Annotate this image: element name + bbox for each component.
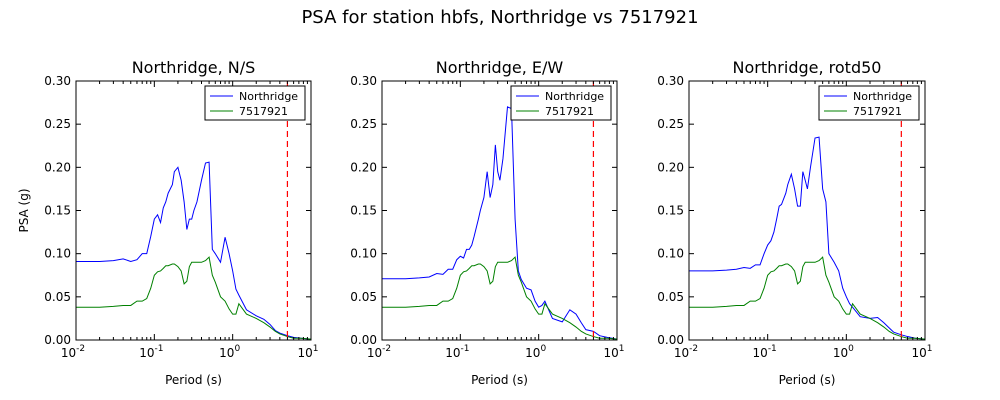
x-tick-base: 10 <box>367 346 382 360</box>
y-tick-label: 0.10 <box>657 247 684 261</box>
legend-box <box>204 85 306 121</box>
series-line-northridge <box>76 161 311 340</box>
x-tick-exponent: -2 <box>689 344 698 354</box>
y-tick-label: 0.00 <box>657 333 684 347</box>
y-tick-label: 0.25 <box>350 117 377 131</box>
x-tick-exponent: 0 <box>234 344 240 354</box>
panel-title: Northridge, rotd50 <box>733 58 882 77</box>
x-tick-base: 10 <box>445 346 460 360</box>
x-tick-base: 10 <box>219 346 234 360</box>
y-tick-label: 0.30 <box>44 74 71 88</box>
x-tick-base: 10 <box>525 346 540 360</box>
panel-title: Northridge, N/S <box>132 58 256 77</box>
x-axis-label: Period (s) <box>471 373 528 387</box>
y-tick-label: 0.20 <box>350 160 377 174</box>
x-tick-exponent: -2 <box>382 344 391 354</box>
x-axis-label: Period (s) <box>165 373 222 387</box>
y-tick-label: 0.15 <box>657 204 684 218</box>
x-tick-base: 10 <box>297 346 312 360</box>
panel-title: Northridge, E/W <box>436 58 564 77</box>
x-tick-label: 101 <box>911 344 932 360</box>
x-tick-base: 10 <box>139 346 154 360</box>
series-line-event <box>76 256 311 340</box>
legend-label: Northridge <box>853 90 912 103</box>
x-tick-exponent: 1 <box>619 344 625 354</box>
y-tick-label: 0.25 <box>657 117 684 131</box>
x-tick-label: 100 <box>833 344 854 360</box>
series-line-northridge <box>382 106 617 340</box>
x-axis-label: Period (s) <box>779 373 836 387</box>
y-tick-label: 0.05 <box>44 290 71 304</box>
y-axis-label: PSA (g) <box>17 188 31 232</box>
x-tick-base: 10 <box>674 346 689 360</box>
x-tick-base: 10 <box>603 346 618 360</box>
x-tick-exponent: 0 <box>540 344 546 354</box>
legend-label: Northridge <box>239 90 298 103</box>
legend-label: Northridge <box>545 90 604 103</box>
legend-box <box>818 85 920 121</box>
x-tick-label: 10-1 <box>445 344 469 360</box>
y-tick-label: 0.00 <box>350 333 377 347</box>
series-line-event <box>689 256 925 340</box>
x-tick-label: 100 <box>219 344 240 360</box>
y-tick-label: 0.10 <box>350 247 377 261</box>
y-tick-label: 0.05 <box>657 290 684 304</box>
x-tick-exponent: 0 <box>848 344 854 354</box>
plot-area <box>689 81 925 340</box>
x-tick-exponent: -1 <box>768 344 777 354</box>
y-tick-label: 0.15 <box>350 204 377 218</box>
x-tick-label: 10-2 <box>367 344 391 360</box>
x-tick-label: 10-2 <box>61 344 85 360</box>
x-tick-base: 10 <box>753 346 768 360</box>
x-tick-base: 10 <box>911 346 926 360</box>
figure-title: PSA for station hbfs, Northridge vs 7517… <box>301 7 698 28</box>
y-tick-label: 0.15 <box>44 204 71 218</box>
x-tick-exponent: -2 <box>76 344 85 354</box>
x-tick-label: 101 <box>603 344 624 360</box>
y-tick-label: 0.00 <box>44 333 71 347</box>
legend-label: 7517921 <box>545 105 594 118</box>
legend-box <box>510 85 612 121</box>
plot-area <box>382 81 617 340</box>
x-tick-base: 10 <box>61 346 76 360</box>
legend: Northridge 7517921 <box>510 85 612 121</box>
y-tick-label: 0.25 <box>44 117 71 131</box>
legend: Northridge 7517921 <box>818 85 920 121</box>
series-line-event <box>382 256 617 340</box>
y-tick-label: 0.30 <box>657 74 684 88</box>
legend-label: 7517921 <box>853 105 902 118</box>
y-tick-label: 0.20 <box>44 160 71 174</box>
legend: Northridge 7517921 <box>204 85 306 121</box>
x-tick-base: 10 <box>833 346 848 360</box>
x-tick-label: 10-1 <box>139 344 163 360</box>
x-tick-exponent: 1 <box>927 344 933 354</box>
x-tick-exponent: -1 <box>154 344 163 354</box>
x-tick-label: 101 <box>297 344 318 360</box>
x-tick-label: 10-2 <box>674 344 698 360</box>
x-tick-exponent: -1 <box>460 344 469 354</box>
y-tick-label: 0.05 <box>350 290 377 304</box>
y-tick-label: 0.10 <box>44 247 71 261</box>
y-tick-label: 0.30 <box>350 74 377 88</box>
y-tick-label: 0.20 <box>657 160 684 174</box>
x-tick-label: 10-1 <box>753 344 777 360</box>
legend-label: 7517921 <box>239 105 288 118</box>
series-line-northridge <box>689 136 925 340</box>
x-tick-label: 100 <box>525 344 546 360</box>
x-tick-exponent: 1 <box>313 344 319 354</box>
